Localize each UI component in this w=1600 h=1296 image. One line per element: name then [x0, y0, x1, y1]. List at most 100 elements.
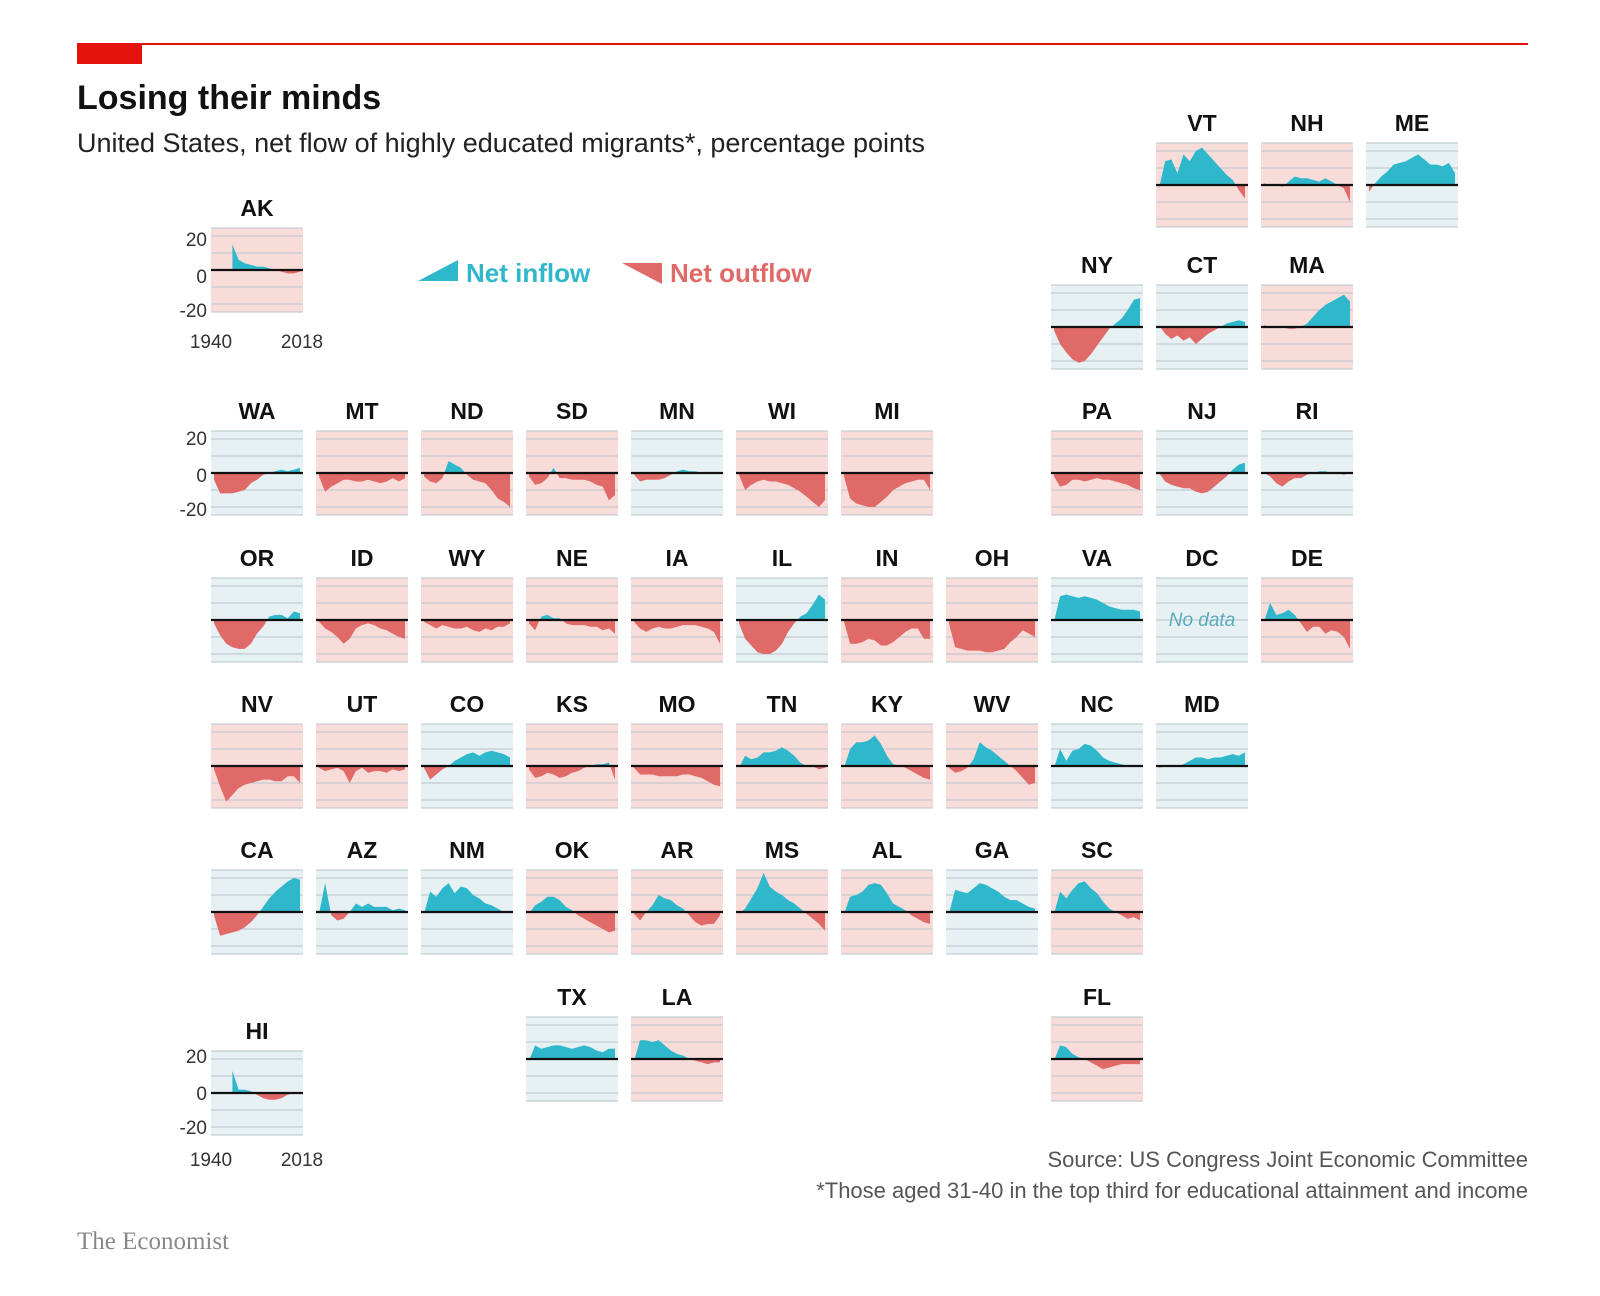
state-label: AR: [660, 837, 694, 863]
outflow-area: [1264, 473, 1350, 487]
chart-title: Losing their minds: [77, 79, 381, 117]
state-label: MT: [345, 398, 378, 424]
outflow-area: [844, 766, 930, 780]
state-panel-il: IL: [736, 545, 828, 663]
inflow-area: [1264, 176, 1350, 185]
y-tick-label: -20: [180, 500, 207, 521]
state-panel-oh: OH: [946, 545, 1038, 663]
inflow-area: [1264, 294, 1350, 327]
state-label: GA: [975, 837, 1010, 863]
state-panel-nc: NC: [1051, 691, 1143, 809]
state-panel-sc: SC: [1051, 837, 1143, 955]
state-label: NC: [1080, 691, 1113, 717]
state-panel-ok: OK: [526, 837, 618, 955]
inflow-area: [1054, 743, 1140, 766]
state-panel-wv: WV: [946, 691, 1038, 809]
inflow-area: [1159, 752, 1245, 766]
outflow-area: [1159, 327, 1245, 344]
outflow-area: [1264, 185, 1350, 202]
inflow-area: [232, 1070, 300, 1093]
state-label: LA: [662, 984, 693, 1010]
state-panel-nh: NH: [1261, 110, 1353, 228]
state-panel-ar: AR: [631, 837, 723, 955]
y-tick-label: 20: [186, 230, 207, 251]
outflow-area: [424, 473, 510, 507]
state-label: WY: [448, 545, 485, 571]
state-label: MS: [765, 837, 800, 863]
state-panel-ak: AK: [211, 195, 303, 313]
inflow-area: [949, 742, 1035, 766]
state-label: MD: [1184, 691, 1220, 717]
outflow-area: [232, 1093, 300, 1100]
state-panel-ct: CT: [1156, 252, 1248, 370]
inflow-area: [739, 594, 825, 620]
outflow-area: [529, 912, 615, 933]
state-label: IA: [666, 545, 689, 571]
state-panel-fl: FL: [1051, 984, 1143, 1102]
inflow-area: [529, 614, 615, 620]
state-label: TX: [557, 984, 587, 1010]
state-panel-vt: VT: [1156, 110, 1248, 228]
state-label: OR: [240, 545, 275, 571]
legend-outflow-swatch: [622, 263, 662, 284]
state-panel-ca: CA: [211, 837, 303, 955]
state-label: IL: [772, 545, 792, 571]
x-tick-label: 2018: [281, 1150, 323, 1171]
outflow-area: [739, 620, 825, 654]
state-panel-sd: SD: [526, 398, 618, 516]
state-panels: AK VT NH ME NY CT MA WA MT ND SD MN WI MI PA NJ RI OR ID WY…: [211, 110, 1458, 1136]
state-label: AL: [872, 837, 903, 863]
state-panel-la: LA: [631, 984, 723, 1102]
y-tick-label: 0: [196, 267, 207, 288]
state-label: MN: [659, 398, 695, 424]
inflow-area: [739, 747, 825, 766]
outflow-area: [1054, 327, 1140, 363]
state-label: WI: [768, 398, 796, 424]
inflow-area: [214, 611, 300, 620]
state-panel-va: VA: [1051, 545, 1143, 663]
state-panel-wi: WI: [736, 398, 828, 516]
legend-outflow-label: Net outflow: [670, 258, 812, 288]
state-label: SC: [1081, 837, 1113, 863]
legend-inflow-swatch: [418, 260, 458, 281]
outflow-area: [319, 912, 405, 921]
outflow-area: [634, 473, 720, 482]
outflow-area: [214, 766, 300, 802]
outflow-area: [214, 620, 300, 649]
outflow-area: [214, 912, 300, 936]
state-panel-ms: MS: [736, 837, 828, 955]
state-panel-ri: RI: [1261, 398, 1353, 516]
outflow-area: [1054, 473, 1140, 490]
state-label: MI: [874, 398, 900, 424]
outflow-area: [949, 766, 1035, 785]
state-label: VA: [1082, 545, 1112, 571]
outflow-area: [319, 473, 405, 492]
legend-inflow-label: Net inflow: [466, 258, 591, 288]
outflow-area: [1054, 1059, 1140, 1070]
state-panel-wy: WY: [421, 545, 513, 663]
chart-subtitle: United States, net flow of highly educat…: [77, 128, 925, 158]
outflow-area: [529, 473, 615, 501]
outflow-area: [529, 620, 615, 634]
state-panel-mi: MI: [841, 398, 933, 516]
inflow-area: [1159, 147, 1245, 185]
state-label: NM: [449, 837, 485, 863]
outflow-area: [844, 912, 930, 924]
inflow-area: [1054, 298, 1140, 327]
axis-labels-hi: 20 0 -20 1940 2018: [180, 1047, 324, 1171]
state-panel-nj: NJ: [1156, 398, 1248, 516]
inflow-area: [1369, 154, 1455, 185]
state-panel-dc: DC No data: [1156, 545, 1248, 663]
inflow-area: [319, 883, 405, 912]
y-tick-label: -20: [180, 1118, 207, 1139]
state-label: NE: [556, 545, 588, 571]
y-tick-label: -20: [180, 301, 207, 322]
outflow-area: [319, 620, 405, 644]
inflow-area: [232, 244, 300, 270]
state-label: UT: [347, 691, 378, 717]
state-panel-hi: HI: [211, 1018, 303, 1136]
inflow-area: [844, 883, 930, 912]
outflow-area: [319, 766, 405, 783]
state-panel-md: MD: [1156, 691, 1248, 809]
